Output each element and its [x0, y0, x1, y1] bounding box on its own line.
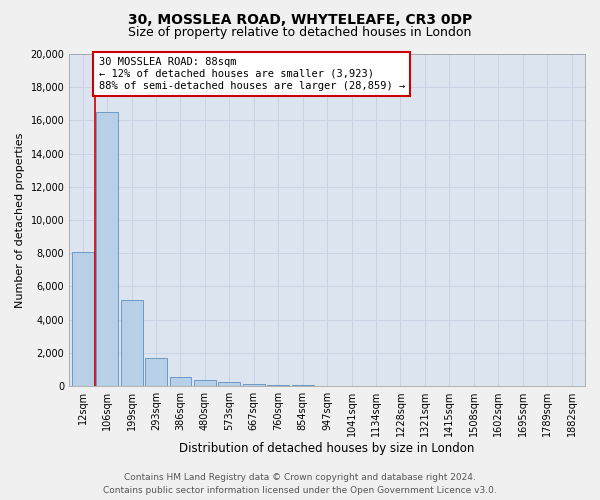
- Text: Contains HM Land Registry data © Crown copyright and database right 2024.
Contai: Contains HM Land Registry data © Crown c…: [103, 474, 497, 495]
- Text: 30 MOSSLEA ROAD: 88sqm
← 12% of detached houses are smaller (3,923)
88% of semi-: 30 MOSSLEA ROAD: 88sqm ← 12% of detached…: [98, 58, 405, 90]
- Bar: [292, 385, 314, 386]
- Text: 30, MOSSLEA ROAD, WHYTELEAFE, CR3 0DP: 30, MOSSLEA ROAD, WHYTELEAFE, CR3 0DP: [128, 12, 472, 26]
- Bar: [267, 384, 289, 386]
- Bar: [72, 252, 94, 386]
- X-axis label: Distribution of detached houses by size in London: Distribution of detached houses by size …: [179, 442, 475, 455]
- Bar: [170, 377, 191, 386]
- Bar: [218, 382, 241, 386]
- Bar: [194, 380, 216, 386]
- Bar: [96, 112, 118, 386]
- Bar: [243, 384, 265, 386]
- Bar: [121, 300, 143, 386]
- Bar: [145, 358, 167, 386]
- Y-axis label: Number of detached properties: Number of detached properties: [15, 132, 25, 308]
- Text: Size of property relative to detached houses in London: Size of property relative to detached ho…: [128, 26, 472, 39]
